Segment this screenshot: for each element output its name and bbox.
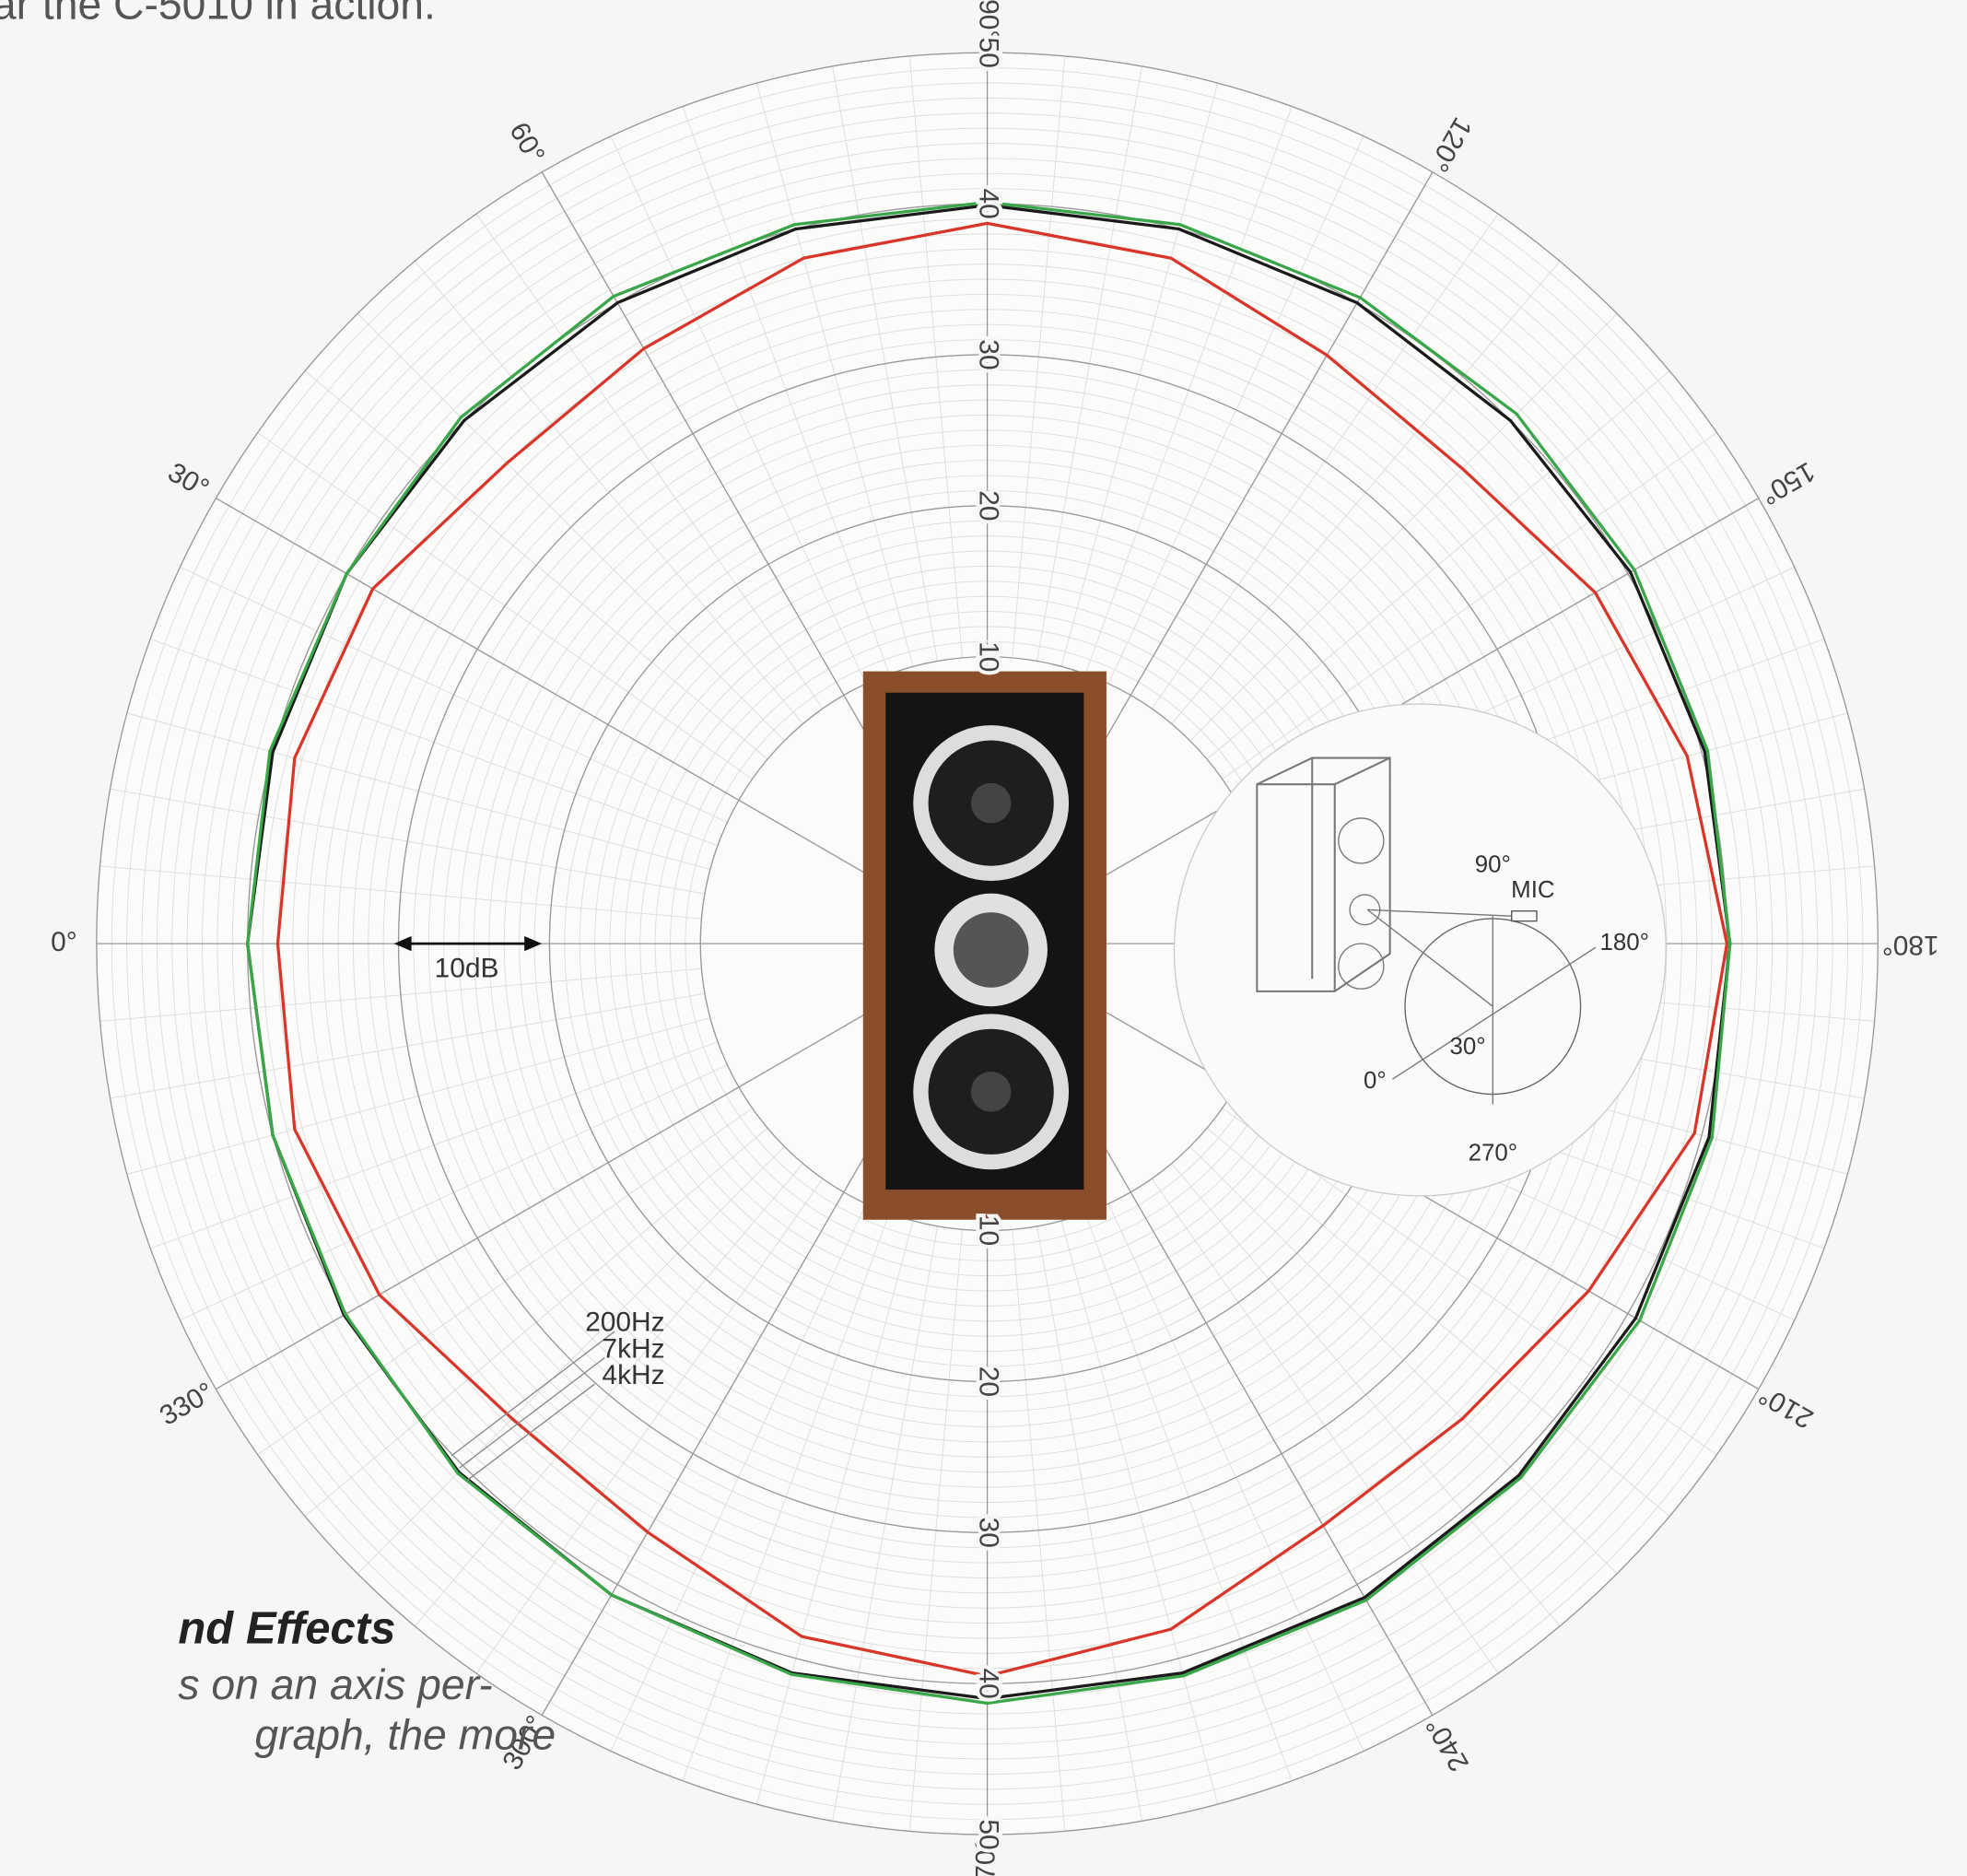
theta-tick-label: 180° — [1882, 930, 1939, 960]
legend-leader — [466, 1383, 595, 1482]
r-tick-label: 20 — [974, 490, 1004, 521]
arrow-heads — [393, 935, 543, 952]
section-heading: nd Effects — [178, 1603, 395, 1653]
r-tick-label: 30 — [974, 339, 1004, 369]
grid-radial — [216, 498, 988, 944]
speaker-image — [862, 671, 1106, 1220]
inset-mic — [1511, 910, 1538, 922]
legend-label: 4kHz — [602, 1360, 664, 1390]
theta-tick-label: 210° — [1754, 1379, 1819, 1435]
r-tick-label: 10 — [974, 641, 1004, 672]
theta-tick-label: 240° — [1421, 1712, 1476, 1776]
inset-driver — [1338, 943, 1385, 990]
legend-leader — [451, 1331, 615, 1457]
theta-tick-label: 0° — [51, 927, 77, 957]
r-tick-label: 30 — [974, 1518, 1004, 1548]
legend-label: 7kHz — [602, 1333, 664, 1364]
theta-tick-label: 30° — [163, 457, 215, 504]
body-line: graph, the more — [254, 1710, 556, 1758]
inset-label: 90° — [1475, 852, 1511, 878]
woofer-top-cap — [970, 782, 1012, 824]
r-tick-label: 40 — [974, 188, 1004, 218]
theta-tick-label: 120° — [1423, 112, 1478, 177]
r-tick-label: 20 — [974, 1366, 1004, 1397]
inset-label: 0° — [1364, 1068, 1387, 1094]
inset-label: 30° — [1450, 1034, 1486, 1060]
series-line — [275, 221, 1729, 1678]
theta-tick-label: 90° — [974, 0, 1004, 41]
body-line: s on an axis per- — [178, 1660, 492, 1708]
woofer-bottom-cap — [970, 1072, 1012, 1112]
inset-speaker — [1256, 756, 1391, 992]
series-line — [246, 200, 1732, 1706]
tweeter-dome — [953, 912, 1029, 988]
scale-annotation: 10dB — [393, 935, 543, 984]
r-tick-label: 50 — [974, 1819, 1004, 1849]
theta-tick-label: 150° — [1755, 456, 1820, 511]
inset-label: 270° — [1469, 1141, 1517, 1167]
legend-leader — [458, 1357, 605, 1469]
theta-tick-label: 60° — [503, 117, 550, 169]
theta-tick-label: 330° — [155, 1377, 219, 1432]
inset-diagram: 90° MIC 180° 30° 0° 270° — [1173, 703, 1667, 1197]
theta-tick-label: 270° — [970, 1839, 1001, 1876]
annotation-label: 10dB — [435, 954, 499, 984]
inset-label: 180° — [1600, 930, 1649, 956]
r-tick-label: 10 — [974, 1215, 1004, 1246]
top-line: ar the C-5010 in action. — [0, 0, 436, 28]
inset-driver — [1338, 817, 1385, 864]
r-tick-label: 40 — [974, 1669, 1004, 1699]
legend-label: 200Hz — [585, 1307, 665, 1338]
inset-label: MIC — [1511, 877, 1554, 903]
inset-lines — [1366, 909, 1597, 1105]
curves — [246, 200, 1732, 1706]
r-tick-label: 50 — [974, 38, 1004, 68]
